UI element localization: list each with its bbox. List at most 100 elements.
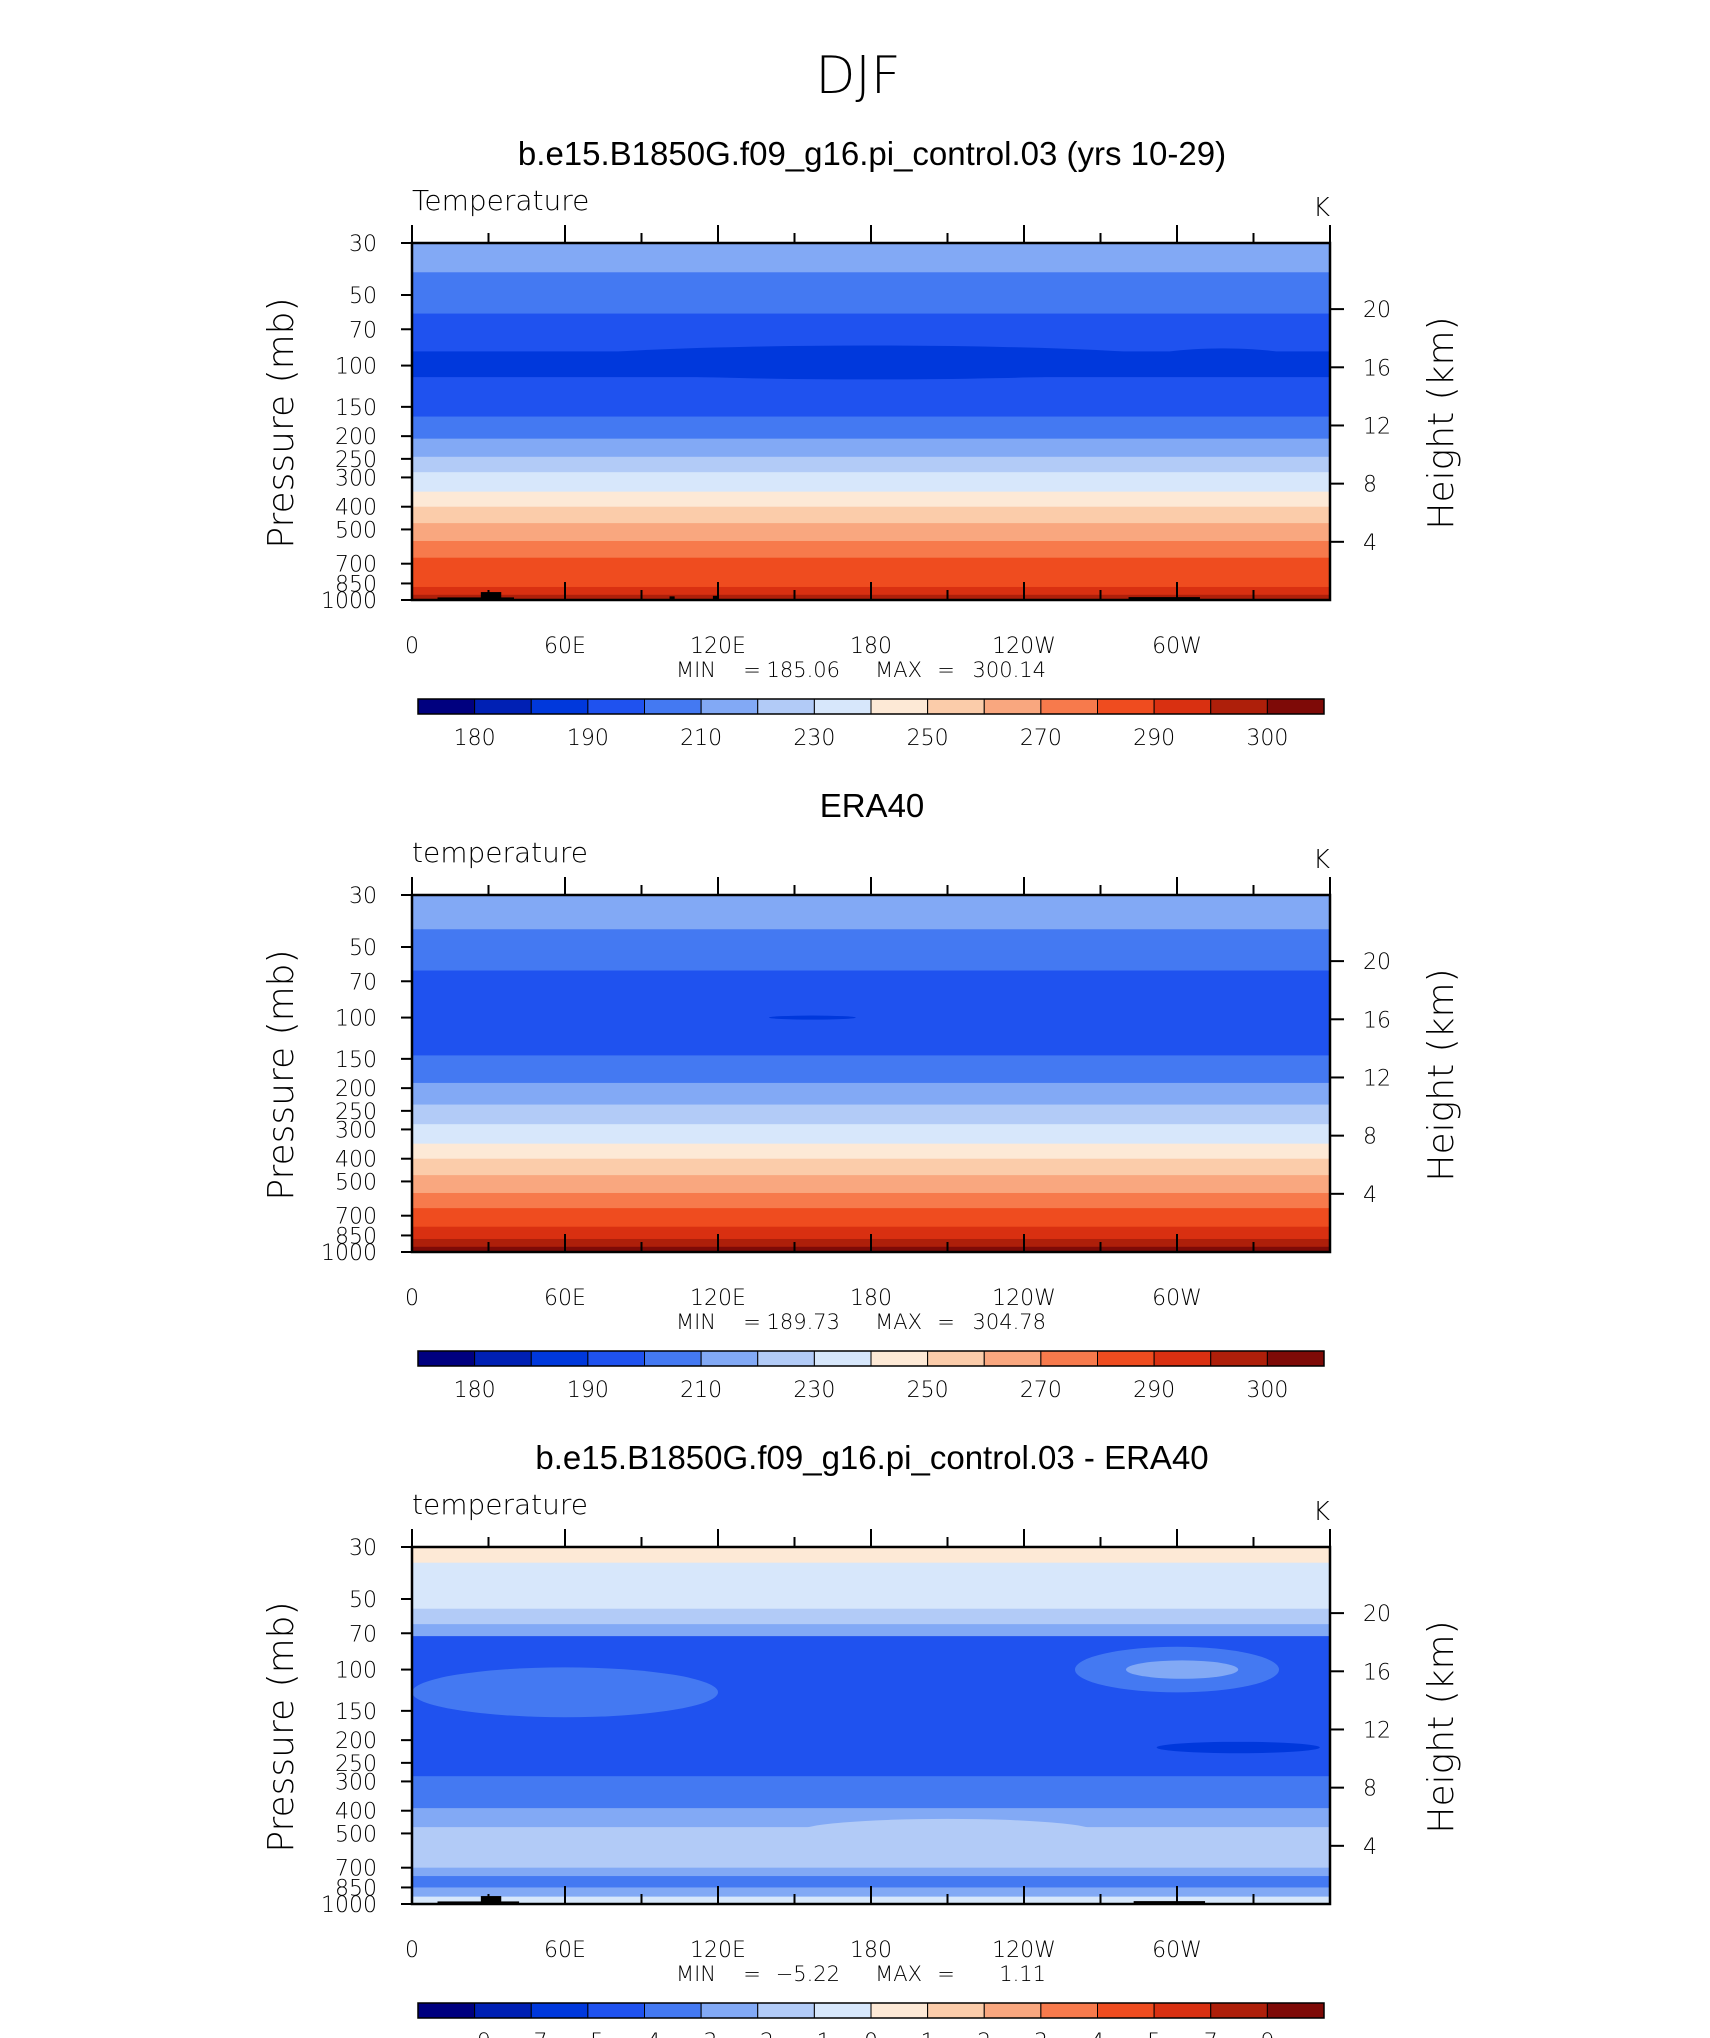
x-tick-label: 120W xyxy=(992,1938,1056,1963)
x-tick-label: 0 xyxy=(405,1938,419,1963)
p-tick-label: 200 xyxy=(335,1077,377,1102)
colorbar-box xyxy=(474,2002,532,2019)
z-tick-label: 20 xyxy=(1363,1602,1391,1627)
colorbar-label: 9 xyxy=(1260,2030,1274,2038)
colorbar-label: −9 xyxy=(458,2030,490,2038)
topography xyxy=(1128,597,1200,600)
x-tick-label: 180 xyxy=(850,1286,892,1311)
colorbar-box xyxy=(927,698,985,715)
p-tick-label: 400 xyxy=(335,1148,377,1173)
contour-band xyxy=(412,243,1330,273)
z-tick-label: 16 xyxy=(1363,356,1391,381)
colorbar-box xyxy=(1266,1350,1325,1367)
panel-title: b.e15.B1850G.f09_g16.pi_control.03 (yrs … xyxy=(518,135,1226,172)
colorbar-box xyxy=(700,1350,759,1367)
colorbar-box xyxy=(530,2002,589,2019)
colorbar-box xyxy=(587,1350,645,1367)
colorbar-frame xyxy=(417,1350,1325,1367)
colorbar-box xyxy=(870,2002,929,2019)
contour-band xyxy=(412,1104,1330,1125)
min-label: MIN xyxy=(676,658,716,682)
contour-band xyxy=(412,377,1330,418)
topography xyxy=(669,596,675,600)
colorbar-label: 300 xyxy=(1246,1378,1288,1403)
y2-axis-label: Height (km) xyxy=(1421,1620,1462,1833)
contour-band xyxy=(412,1175,1330,1194)
p-tick-label: 200 xyxy=(335,1729,377,1754)
colorbar-label: 210 xyxy=(680,1378,722,1403)
colorbar-box xyxy=(700,698,759,715)
colorbar: −9 −7 −5 −4 −3 −2 −1 0 1 2 3 4 5 7 9 xyxy=(417,2002,1325,2038)
p-tick-label: 250 xyxy=(335,448,377,473)
min-value: 189.73 xyxy=(767,1310,840,1334)
panel-difference: b.e15.B1850G.f09_g16.pi_control.03 - ERA… xyxy=(261,1439,1462,2038)
topography xyxy=(437,1901,520,1904)
p-tick-label: 30 xyxy=(349,232,377,257)
panel-title: ERA40 xyxy=(820,787,925,824)
colorbar-label: 190 xyxy=(567,1378,609,1403)
contour-band xyxy=(412,1624,1330,1637)
z-tick-label: 4 xyxy=(1363,531,1377,556)
contour-band xyxy=(412,472,1330,493)
contour-feature xyxy=(412,1667,718,1718)
contour-feature xyxy=(1126,1660,1239,1679)
p-tick-label: 1000 xyxy=(321,1893,377,1918)
p-tick-label: 500 xyxy=(335,1822,377,1847)
contour-band xyxy=(412,540,1330,559)
panel-model: b.e15.B1850G.f09_g16.pi_control.03 (yrs … xyxy=(261,135,1462,751)
p-tick-label: 70 xyxy=(349,1622,377,1647)
colorbar-label: 1 xyxy=(921,2030,935,2038)
colorbar: 180 190 210 230 250 270 290 300 xyxy=(417,1350,1325,1403)
colorbar-label: 300 xyxy=(1246,726,1288,751)
colorbar-box xyxy=(644,1350,702,1367)
colorbar-box xyxy=(1153,698,1212,715)
colorbar-label: 250 xyxy=(907,1378,949,1403)
colorbar-label: 250 xyxy=(907,726,949,751)
equals-sign: = xyxy=(743,658,761,682)
p-tick-label: 300 xyxy=(335,1770,377,1795)
y-axis-label: Pressure (mb) xyxy=(261,1601,302,1852)
colorbar-box xyxy=(530,698,589,715)
colorbar-label: −1 xyxy=(798,2030,830,2038)
topography xyxy=(480,592,502,600)
y2-axis-label: Height (km) xyxy=(1421,316,1462,529)
figure-title: DJF xyxy=(815,46,900,106)
colorbar-box xyxy=(700,2002,759,2019)
contour-feature xyxy=(799,1818,1096,1844)
colorbar-box xyxy=(757,698,815,715)
colorbar-label: 270 xyxy=(1020,1378,1062,1403)
colorbar-box xyxy=(927,2002,985,2019)
colorbar-label: 270 xyxy=(1020,726,1062,751)
p-tick-label: 300 xyxy=(335,466,377,491)
contour-feature xyxy=(539,345,1203,380)
x-tick-label: 120E xyxy=(690,1286,746,1311)
colorbar-box xyxy=(757,2002,815,2019)
p-tick-label: 300 xyxy=(335,1118,377,1143)
x-tick-label: 0 xyxy=(405,634,419,659)
units-label: K xyxy=(1313,193,1330,223)
colorbar-box xyxy=(1040,2002,1098,2019)
contour-band xyxy=(412,1876,1330,1888)
colorbar-label: 4 xyxy=(1091,2030,1105,2038)
colorbar-frame xyxy=(417,2002,1325,2019)
colorbar-box xyxy=(1097,698,1155,715)
topography xyxy=(437,597,514,600)
colorbar-box xyxy=(983,2002,1042,2019)
p-tick-label: 100 xyxy=(335,1007,377,1032)
colorbar: 180 190 210 230 250 270 290 300 xyxy=(417,698,1325,751)
contour-band xyxy=(412,456,1330,473)
colorbar-label: −5 xyxy=(572,2030,604,2038)
contour-band xyxy=(412,1608,1330,1625)
p-tick-label: 30 xyxy=(349,1536,377,1561)
colorbar-label: 5 xyxy=(1147,2030,1161,2038)
max-value: 300.14 xyxy=(973,658,1046,682)
x-tick-label: 180 xyxy=(850,634,892,659)
z-tick-label: 16 xyxy=(1363,1660,1391,1685)
colorbar-label: 180 xyxy=(454,726,496,751)
min-value: −5.22 xyxy=(776,1962,840,1986)
contour-band xyxy=(412,970,1330,1056)
p-tick-label: 1000 xyxy=(321,589,377,614)
p-tick-label: 70 xyxy=(349,318,377,343)
panel-title: b.e15.B1850G.f09_g16.pi_control.03 - ERA… xyxy=(535,1439,1208,1476)
colorbar-box xyxy=(1266,698,1325,715)
